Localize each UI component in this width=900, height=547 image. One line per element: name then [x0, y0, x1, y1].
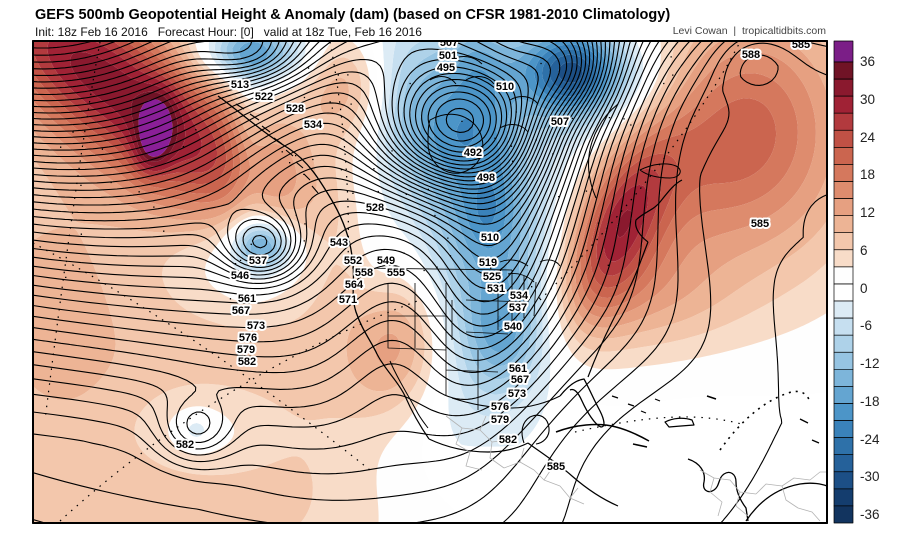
- svg-text:531: 531: [487, 283, 505, 295]
- svg-text:Levi Cowan | tropicaltidbits: Levi Cowan | tropicaltidbits.com: [673, 25, 827, 37]
- svg-text:492: 492: [464, 147, 482, 159]
- svg-text:582: 582: [238, 356, 256, 368]
- svg-text:585: 585: [792, 39, 810, 51]
- svg-text:571: 571: [339, 294, 357, 306]
- svg-text:30: 30: [860, 92, 875, 107]
- svg-text:576: 576: [491, 401, 509, 413]
- svg-text:573: 573: [247, 320, 265, 332]
- svg-text:498: 498: [477, 172, 495, 184]
- svg-text:582: 582: [499, 434, 517, 446]
- svg-text:540: 540: [504, 321, 522, 333]
- svg-text:543: 543: [330, 237, 348, 249]
- svg-text:576: 576: [239, 332, 257, 344]
- svg-text:528: 528: [366, 202, 384, 214]
- svg-text:552: 552: [344, 255, 362, 267]
- svg-text:534: 534: [304, 119, 323, 131]
- svg-text:588: 588: [742, 49, 760, 61]
- svg-text:-30: -30: [860, 469, 880, 484]
- svg-text:534: 534: [510, 290, 529, 302]
- svg-text:573: 573: [508, 388, 526, 400]
- svg-text:6: 6: [860, 243, 868, 258]
- svg-text:564: 564: [345, 279, 364, 291]
- svg-text:579: 579: [491, 414, 509, 426]
- svg-text:-24: -24: [860, 432, 880, 447]
- svg-text:510: 510: [496, 81, 514, 93]
- svg-text:Init: 18z Feb 16 2016 Foreca: Init: 18z Feb 16 2016 Forecast Hour: [0]…: [35, 25, 422, 39]
- svg-text:510: 510: [481, 232, 499, 244]
- svg-text:507: 507: [551, 116, 569, 128]
- svg-text:567: 567: [511, 374, 529, 386]
- svg-text:558: 558: [355, 267, 373, 279]
- svg-text:-12: -12: [860, 356, 880, 371]
- svg-text:GEFS 500mb Geopotential Height: GEFS 500mb Geopotential Height & Anomaly…: [35, 7, 670, 23]
- svg-text:24: 24: [860, 130, 876, 145]
- svg-text:507: 507: [440, 37, 458, 49]
- svg-text:513: 513: [231, 79, 249, 91]
- svg-text:546: 546: [231, 270, 249, 282]
- svg-text:567: 567: [232, 305, 250, 317]
- svg-text:519: 519: [479, 257, 497, 269]
- svg-text:18: 18: [860, 167, 875, 182]
- svg-text:537: 537: [249, 255, 267, 267]
- svg-text:522: 522: [255, 91, 273, 103]
- svg-text:501: 501: [439, 50, 457, 62]
- svg-text:585: 585: [751, 218, 769, 230]
- svg-text:549: 549: [377, 255, 395, 267]
- svg-text:12: 12: [860, 205, 875, 220]
- svg-text:582: 582: [176, 439, 194, 451]
- svg-text:36: 36: [860, 54, 875, 69]
- svg-text:-6: -6: [860, 318, 872, 333]
- svg-text:579: 579: [237, 344, 255, 356]
- svg-text:561: 561: [238, 293, 256, 305]
- svg-text:495: 495: [437, 62, 455, 74]
- svg-text:525: 525: [483, 271, 501, 283]
- svg-text:0: 0: [860, 281, 868, 296]
- svg-text:555: 555: [387, 267, 405, 279]
- svg-text:-18: -18: [860, 394, 880, 409]
- svg-text:585: 585: [547, 461, 565, 473]
- svg-text:-36: -36: [860, 507, 880, 522]
- svg-text:528: 528: [286, 103, 304, 115]
- svg-text:537: 537: [509, 302, 527, 314]
- svg-text:561: 561: [509, 363, 527, 375]
